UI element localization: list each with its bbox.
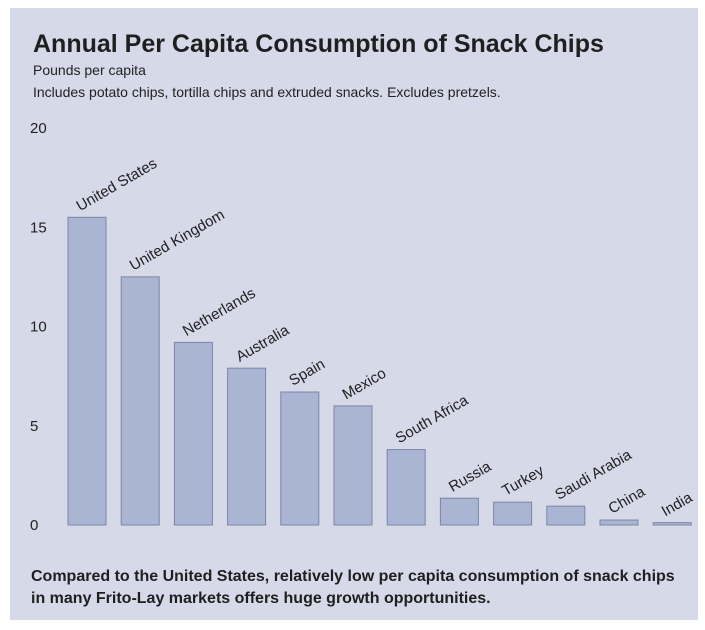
chart-footnote: Compared to the United States, relativel… [31,568,675,607]
y-tick-label: 5 [30,418,38,435]
bars [67,216,692,526]
chart-title: Annual Per Capita Consumption of Snack C… [33,30,604,58]
bar [652,522,692,526]
bar [599,519,639,526]
chart-note: Includes potato chips, tortilla chips an… [33,84,501,100]
y-tick-label: 20 [30,120,47,137]
bar-category-label: Netherlands [180,285,259,340]
bar [546,505,586,526]
bar [439,497,479,526]
bar-category-label: Russia [446,458,495,496]
bar [227,367,267,526]
bar [280,391,320,526]
chart-subtitle: Pounds per capita [33,62,146,78]
y-tick-label: 0 [30,517,38,534]
bar-category-label: Australia [233,321,293,365]
bar [493,501,533,526]
bar-category-label: Spain [286,356,328,390]
y-axis: 0 5 10 15 20 [30,120,47,534]
y-tick-label: 10 [30,319,47,336]
bar [386,449,426,526]
bar-category-label: Turkey [499,462,547,500]
bar-category-label: China [606,483,649,518]
bar [67,216,107,526]
bar-category-label: South Africa [393,392,472,447]
bar-category-label: United States [74,155,160,215]
y-tick-label: 15 [30,219,47,236]
bar [120,276,160,526]
bar-category-label: India [659,489,696,520]
chart-panel: Annual Per Capita Consumption of Snack C… [10,8,698,620]
bar [173,341,213,526]
bar [333,405,373,526]
bar-category-label: United Kingdom [127,206,228,274]
bar-category-label: Mexico [340,365,390,403]
